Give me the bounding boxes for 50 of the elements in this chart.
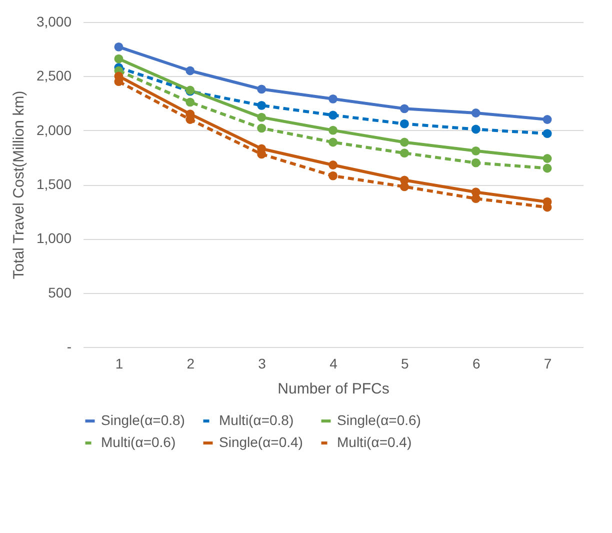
point: [400, 119, 409, 128]
point: [328, 160, 338, 170]
legend-label: Multi(α=0.8): [219, 412, 294, 428]
point: [328, 138, 338, 147]
legend-label: Multi(α=0.6): [101, 434, 176, 450]
point: [542, 129, 552, 138]
point: [400, 104, 409, 114]
point: [471, 124, 480, 134]
y-tick-label: 3,000: [36, 14, 72, 30]
point: [114, 54, 124, 64]
point: [257, 124, 266, 133]
point: [400, 138, 409, 147]
x-tick-label: 1: [115, 356, 124, 372]
y-tick-label: 2,000: [36, 122, 72, 138]
x-tick-label: 3: [258, 356, 266, 372]
point: [542, 154, 552, 163]
point: [471, 194, 480, 204]
point: [257, 100, 266, 110]
point: [328, 171, 338, 180]
y-tick-label: -: [66, 338, 72, 354]
point: [471, 146, 480, 156]
legend-label: Multi(α=0.4): [337, 434, 412, 450]
y-tick-label: 1,500: [36, 176, 72, 192]
x-tick-label: 2: [186, 356, 195, 372]
x-tick-label: 6: [472, 356, 480, 372]
y-tick-label: 1,000: [36, 230, 72, 246]
point: [328, 94, 338, 104]
x-tick-label: 5: [401, 356, 410, 372]
y-tick-label: 500: [48, 284, 72, 300]
y-tick-label: 2,500: [36, 68, 72, 84]
point: [542, 115, 552, 124]
point: [400, 182, 409, 192]
legend-label: Single(α=0.8): [101, 412, 185, 428]
x-axis-title: Number of PFCs: [278, 380, 390, 398]
point: [186, 66, 195, 76]
x-tick-label: 7: [544, 356, 552, 372]
point: [114, 42, 124, 52]
point: [328, 126, 338, 135]
legend-label: Single(α=0.4): [219, 434, 303, 450]
point: [257, 112, 266, 122]
point: [400, 148, 409, 158]
y-axis-title: Total Travel Cost(Million km): [10, 90, 28, 280]
point: [328, 110, 338, 120]
point: [471, 108, 480, 118]
legend-label: Single(α=0.6): [337, 412, 421, 428]
point: [471, 158, 480, 168]
point: [257, 84, 266, 94]
x-tick-label: 4: [330, 356, 338, 372]
point: [542, 164, 552, 173]
point: [186, 98, 195, 107]
